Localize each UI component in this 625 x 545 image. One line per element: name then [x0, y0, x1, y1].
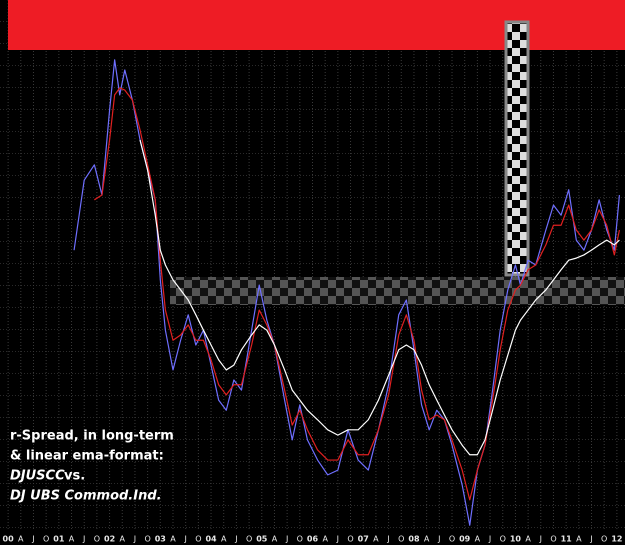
x-tick-label: 06 [307, 535, 319, 544]
x-tick-label: 02 [104, 535, 115, 544]
x-tick-label: A [170, 535, 176, 544]
x-tick-label: J [133, 535, 136, 544]
annotation: vs. [64, 469, 85, 484]
x-tick-label: O [297, 535, 303, 544]
x-tick-label: A [576, 535, 582, 544]
x-tick-label: J [234, 535, 237, 544]
x-tick-label: A [475, 535, 481, 544]
x-tick-label: J [285, 535, 288, 544]
x-tick-label: J [183, 535, 186, 544]
x-tick-label: J [437, 535, 440, 544]
red-band [8, 0, 625, 50]
x-tick-label: J [82, 535, 85, 544]
series-line [139, 139, 620, 456]
x-tick-label: 05 [256, 535, 268, 544]
x-tick-label: O [550, 535, 556, 544]
x-tick-label: 08 [408, 535, 420, 544]
x-tick-label: O [601, 535, 607, 544]
x-tick-label: 04 [205, 535, 217, 544]
x-tick-label: A [373, 535, 379, 544]
x-tick-label: A [221, 535, 227, 544]
x-tick-label: A [424, 535, 430, 544]
x-tick-label: A [69, 535, 75, 544]
x-tick-label: 07 [358, 535, 369, 544]
annotation: r-Spread, in long-term [10, 429, 174, 444]
x-tick-label: J [31, 535, 34, 544]
x-tick-label: 03 [155, 535, 166, 544]
x-tick-label: O [43, 535, 49, 544]
x-tick-label: A [322, 535, 328, 544]
x-tick-label: O [449, 535, 455, 544]
x-tick-label: A [272, 535, 278, 544]
checkered-column [504, 20, 530, 277]
x-tick-label: 12 [611, 535, 622, 544]
x-tick-label: J [386, 535, 389, 544]
x-tick-label: A [18, 535, 24, 544]
annotation: DJ UBS Commod.Ind. [10, 489, 162, 504]
x-tick-label: J [336, 535, 339, 544]
x-tick-label: 00 [3, 535, 15, 544]
x-tick-label: O [144, 535, 150, 544]
x-tick-label: O [94, 535, 100, 544]
annotation: DJUSCC [10, 469, 65, 484]
x-tick-label: 09 [459, 535, 471, 544]
x-tick-label: A [525, 535, 531, 544]
x-tick-label: A [120, 535, 126, 544]
x-tick-label: 11 [561, 535, 573, 544]
x-tick-label: 01 [53, 535, 65, 544]
x-tick-label: O [347, 535, 353, 544]
x-tick-label: 10 [510, 535, 522, 544]
x-tick-label: J [488, 535, 491, 544]
x-tick-label: O [195, 535, 201, 544]
series-line [94, 87, 621, 501]
checkered-band [170, 277, 625, 305]
annotation: & linear ema-format: [10, 449, 164, 464]
x-tick-label: J [539, 535, 542, 544]
x-tick-label: O [500, 535, 506, 544]
x-tick-label: J [589, 535, 592, 544]
x-tick-label: O [398, 535, 404, 544]
x-axis-band [0, 531, 625, 545]
x-tick-label: O [246, 535, 252, 544]
